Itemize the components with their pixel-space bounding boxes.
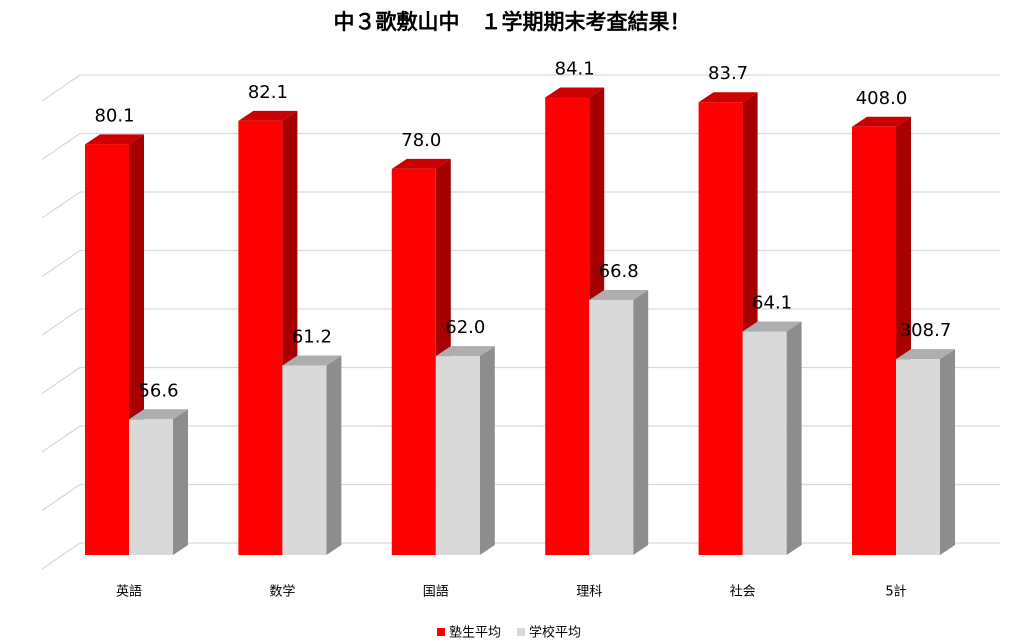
- grid-line-segment: [41, 366, 1000, 395]
- bar-top: [896, 349, 955, 360]
- bar-top: [545, 87, 605, 98]
- bar-top: [698, 92, 758, 103]
- data-label: 64.1: [752, 293, 792, 314]
- grid-line-segment: [41, 74, 1000, 102]
- grid-line-segment: [41, 132, 1000, 161]
- bar-side: [173, 409, 188, 555]
- data-label: 62.0: [445, 317, 485, 338]
- bar-front: [742, 331, 787, 555]
- data-label: 408.0: [856, 88, 908, 109]
- bar-front: [282, 365, 327, 555]
- bar-front: [896, 359, 940, 555]
- grid-line-segment: [41, 483, 1000, 512]
- data-label: 80.1: [94, 105, 134, 126]
- bar-side: [786, 321, 802, 555]
- bar-side: [940, 349, 955, 555]
- chart-title: 中３歌敷山中 １学期期末考査結果！: [334, 10, 691, 34]
- bar-side: [633, 289, 649, 555]
- data-label: 78.0: [401, 130, 441, 151]
- grid-line: [41, 483, 1000, 512]
- bar-front: [391, 168, 436, 555]
- legend-swatch: [517, 628, 526, 636]
- legend-label: 学校平均: [529, 625, 581, 641]
- bar: [742, 321, 802, 555]
- bar-front: [698, 102, 743, 556]
- bar-front: [852, 126, 896, 555]
- bar-front: [435, 356, 480, 555]
- bar-top: [589, 289, 649, 300]
- grid-line: [41, 249, 1000, 278]
- x-tick-label: 理科: [576, 585, 602, 600]
- bar-front: [129, 419, 173, 555]
- bar-side: [479, 346, 495, 555]
- data-label: 66.8: [599, 261, 639, 282]
- bar-front: [589, 299, 634, 555]
- bar-top: [85, 134, 144, 145]
- grid-line-segment: [41, 542, 1000, 570]
- bar-top: [129, 409, 188, 420]
- legend-label: 塾生平均: [449, 625, 501, 641]
- grid-line-segment: [41, 425, 1000, 453]
- legend-swatch: [437, 628, 445, 636]
- x-tick-label: 数学: [269, 584, 295, 600]
- grid-line: [41, 542, 1000, 570]
- x-tick-label: 英語: [116, 584, 142, 600]
- data-label: 83.7: [708, 63, 748, 84]
- grid-line: [41, 191, 1000, 219]
- data-label: 61.2: [292, 326, 332, 347]
- grid-line-segment: [41, 191, 1000, 219]
- data-label: 84.1: [555, 59, 595, 80]
- bar-top: [282, 355, 342, 366]
- bar-top: [391, 158, 451, 169]
- bar-front: [85, 144, 129, 555]
- grid-line: [41, 74, 1000, 102]
- bar: [435, 346, 495, 555]
- bar-front: [238, 120, 283, 556]
- x-tick-label: 社会: [730, 584, 756, 600]
- bar-side: [326, 355, 342, 555]
- bar: [589, 289, 649, 555]
- x-tick-label: 国語: [423, 584, 449, 600]
- data-label: 308.7: [900, 320, 952, 341]
- bar-front: [545, 97, 590, 555]
- x-tick-label: 5計: [885, 584, 906, 600]
- bar: [282, 355, 342, 555]
- bar-top: [238, 110, 298, 121]
- bar: [545, 87, 605, 555]
- grid-line-segment: [41, 249, 1000, 278]
- grid-line-segment: [41, 308, 1000, 336]
- grid-line: [41, 366, 1000, 395]
- bar-top: [852, 116, 911, 127]
- bar: [129, 409, 188, 555]
- bar-top: [742, 321, 802, 332]
- grid-line: [41, 132, 1000, 161]
- data-label: 82.1: [248, 82, 288, 103]
- grid-line: [41, 308, 1000, 336]
- grid-line: [41, 425, 1000, 453]
- bar: [896, 349, 955, 555]
- data-label: 56.6: [138, 380, 178, 401]
- bar-top: [435, 346, 495, 357]
